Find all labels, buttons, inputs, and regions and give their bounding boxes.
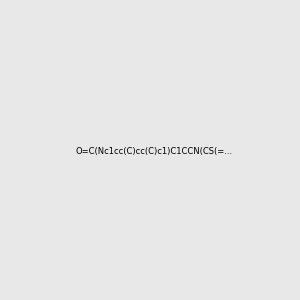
Text: O=C(Nc1cc(C)cc(C)c1)C1CCN(CS(=...: O=C(Nc1cc(C)cc(C)c1)C1CCN(CS(=...	[75, 147, 232, 156]
